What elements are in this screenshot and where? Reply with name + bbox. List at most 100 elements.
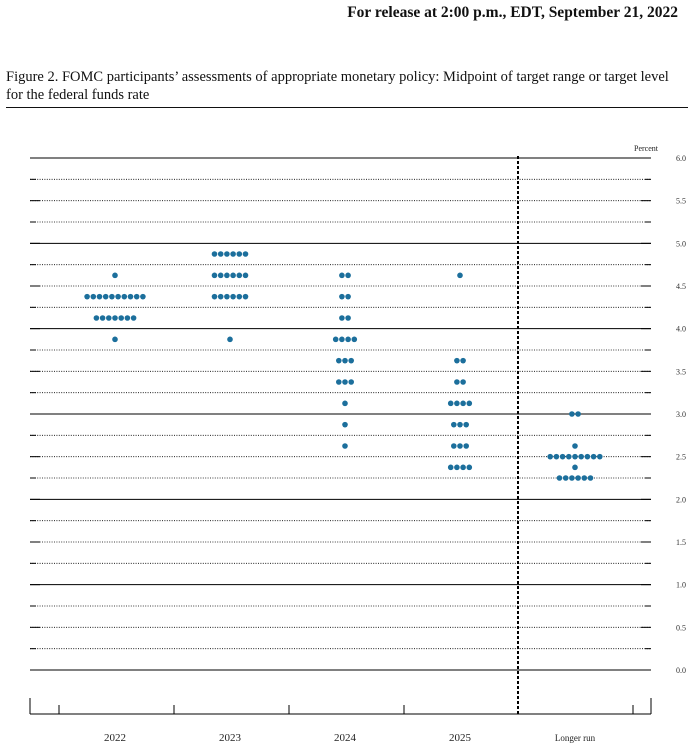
participant-dot: [230, 293, 236, 300]
participant-dot: [556, 475, 563, 481]
participant-dot: [572, 464, 578, 471]
participant-dot: [569, 475, 575, 481]
y-tick-label: 4.0: [676, 325, 686, 334]
participant-dot: [348, 379, 355, 385]
participant-dot: [447, 464, 454, 471]
release-header: For release at 2:00 p.m., EDT, September…: [347, 4, 678, 21]
participant-dot: [109, 293, 115, 300]
participant-dot: [451, 421, 457, 428]
participant-dot: [227, 336, 233, 343]
x-category-label: 2023: [219, 732, 242, 744]
participant-dot: [460, 464, 466, 471]
y-tick-label: 6.0: [676, 154, 686, 163]
y-tick-label: 0.5: [676, 623, 686, 632]
figure-title: Figure 2. FOMC participants’ assessments…: [6, 69, 669, 103]
y-tick-label: 0.0: [676, 666, 686, 675]
participant-dot: [553, 453, 560, 460]
participant-dot: [342, 379, 348, 385]
x-category-label: 2025: [449, 732, 472, 744]
grid-lines: [30, 157, 651, 671]
participant-dot: [451, 443, 457, 449]
title-rule: [6, 107, 688, 108]
x-category-label: Longer run: [555, 733, 596, 743]
participant-dot: [236, 251, 243, 257]
participant-dot: [242, 251, 249, 257]
x-category-label: 2022: [104, 732, 126, 744]
y-tick-label: 3.5: [676, 367, 686, 376]
participant-dot: [342, 400, 348, 407]
participant-dot: [236, 272, 243, 279]
x-category-label: 2024: [334, 732, 357, 744]
participant-dot: [106, 315, 112, 321]
participant-dot: [339, 315, 345, 321]
participant-dot: [572, 443, 578, 449]
participant-dot: [93, 315, 100, 321]
participant-dot: [547, 453, 553, 460]
participant-dot: [342, 421, 348, 428]
participant-dot: [332, 336, 339, 343]
participant-dot: [342, 357, 348, 364]
participant-dot: [224, 272, 230, 279]
participant-dot: [112, 315, 118, 321]
participant-dot: [224, 293, 230, 300]
participant-dot: [590, 453, 597, 460]
participant-dot: [339, 272, 345, 279]
participant-dot: [99, 315, 106, 321]
participant-dot: [90, 293, 97, 300]
y-tick-label: 2.5: [676, 453, 686, 462]
participant-dot: [575, 411, 581, 417]
participant-dot: [578, 453, 584, 460]
participant-dot: [575, 475, 581, 481]
y-tick-label: 1.5: [676, 538, 686, 547]
y-tick-label: 5.5: [676, 197, 686, 206]
participant-dot: [463, 421, 470, 428]
participant-dot: [457, 443, 463, 449]
participant-dot: [217, 293, 224, 300]
y-tick-label: 1.0: [676, 581, 686, 590]
participant-dot: [597, 453, 603, 460]
participant-dot: [345, 293, 351, 300]
y-tick-label: 4.5: [676, 282, 686, 291]
participant-dot: [230, 251, 236, 257]
participant-dot: [127, 293, 134, 300]
participant-dot: [140, 293, 146, 300]
participant-dot: [457, 421, 463, 428]
participant-dot: [96, 293, 103, 300]
participant-dot: [211, 272, 218, 279]
participant-dot: [562, 475, 569, 481]
participant-dots: [84, 251, 603, 481]
participant-dot: [345, 336, 351, 343]
participant-dot: [102, 293, 109, 300]
participant-dot: [454, 357, 460, 364]
participant-dot: [112, 336, 118, 343]
participant-dot: [211, 251, 218, 257]
y-unit-label: Percent: [634, 144, 659, 153]
participant-dot: [581, 475, 588, 481]
y-tick-label: 2.0: [676, 495, 686, 504]
participant-dot: [217, 272, 224, 279]
participant-dot: [457, 272, 463, 279]
participant-dot: [466, 464, 473, 471]
participant-dot: [454, 379, 460, 385]
participant-dot: [224, 251, 230, 257]
x-axis: [29, 156, 652, 715]
participant-dot: [336, 357, 342, 364]
participant-dot: [454, 400, 460, 407]
participant-dot: [339, 293, 345, 300]
axis-labels: 0.0 0.5 1.0 1.5 2.0 2.5 3.0 3.5 4.0 4.5 5.0 5.5 6.0 P…: [104, 144, 686, 744]
participant-dot: [559, 453, 566, 460]
participant-dot: [466, 400, 473, 407]
participant-dot: [121, 293, 128, 300]
participant-dot: [572, 453, 578, 460]
participant-dot: [217, 251, 224, 257]
participant-dot: [130, 315, 137, 321]
participant-dot: [124, 315, 131, 321]
participant-dot: [118, 315, 124, 321]
participant-dot: [336, 379, 342, 385]
participant-dot: [460, 400, 466, 407]
participant-dot: [584, 453, 591, 460]
participant-dot: [115, 293, 121, 300]
participant-dot: [460, 357, 466, 364]
participant-dot: [236, 293, 243, 300]
